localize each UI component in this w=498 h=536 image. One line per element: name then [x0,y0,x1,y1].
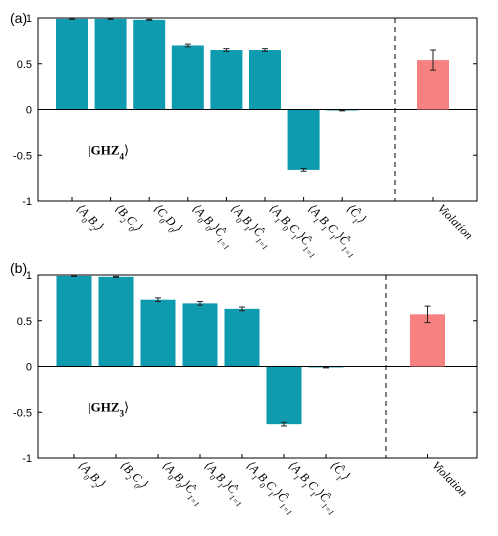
label-subscript: 1 [292,473,301,482]
y-tick-label: 0.5 [17,59,32,71]
bar [210,50,243,110]
label-subscript: 1 [278,501,287,510]
x-tick-label: ⟨Ĉ1⟩ [342,201,369,228]
label-subscript: 1 [300,481,309,490]
label-subscript: 1 [340,244,349,253]
label-subscript: 1 [242,224,251,233]
state-name: GHZ [91,399,120,414]
label-subscript: 1 [308,489,317,498]
bar [182,303,218,367]
violation-label: Violation [429,458,470,499]
label-subscript: 0 [281,224,290,233]
label-subscript: 0 [174,481,183,490]
y-tick-label: -1 [22,196,32,208]
x-tick-label: ⟨C0D0⟩ [149,201,185,237]
state-label: |GHZ3⟩ [88,399,129,418]
x-tick-label: ⟨B2C0⟩ [115,458,151,494]
label-subscript: 1 [216,236,225,245]
ket-close: ⟩ [124,399,129,414]
bar [140,299,176,367]
label-subscript: 0 [167,225,176,234]
label-subscript: 0 [196,216,205,225]
bar [98,276,134,367]
label-subscript: 0 [82,473,91,482]
label-subscript: 1 [351,216,360,225]
label-subscript: 1 [250,473,259,482]
bar [56,18,88,110]
label-subscript: 2 [90,481,99,490]
label-subscript: 0 [80,216,89,225]
x-tick-label: ⟨Ĉ1⟩ [325,458,352,485]
y-tick-label: 1 [26,13,32,25]
ket-open: | [88,399,91,414]
label-subscript: 1 [320,501,329,510]
label-subscript: 1 [186,493,195,502]
bar [266,366,302,425]
label-subscript: 0 [204,224,213,233]
label-subscript: 2 [88,224,97,233]
bar [249,50,281,110]
y-tick-label: -0.5 [13,407,32,419]
state-subscript: 3 [120,408,125,418]
x-tick-label: ⟨A0B2⟩ [71,201,106,236]
bar [56,275,92,367]
bar [224,308,260,367]
x-tick-label: ⟨A0B0⟩Ĉ1=1 [157,458,207,508]
label-subscript: 0 [158,216,167,225]
ket-open: | [88,142,91,157]
panel-label: (a) [10,10,27,26]
violation-label: Violation [435,201,476,242]
label-subscript: 1 [273,216,282,225]
bar [171,45,204,110]
y-tick-label: -0.5 [13,150,32,162]
y-tick-label: 0 [26,362,32,374]
panel-label: (b) [10,260,27,276]
bar [287,109,320,170]
state-label: |GHZ4⟩ [88,142,129,161]
label-subscript: 2 [119,216,128,225]
label-subscript: 1 [216,481,225,490]
label-subscript: 1 [228,493,237,502]
state-subscript: 4 [120,151,125,161]
panel-b: (b) -1 -0.5 0 0.5 1 ⟨A0B2⟩⟨B2C0⟩⟨A0B0⟩Ĉ1=1⟨A0B… [10,260,478,517]
label-subscript: 1 [266,489,275,498]
bar [94,18,127,110]
label-subscript: 1 [301,244,310,253]
y-tick-label: -1 [22,453,32,465]
label-subscript: 0 [132,481,141,490]
label-subscript: 1 [289,232,298,241]
y-tick-label: 1 [26,270,32,282]
label-subscript: 0 [208,473,217,482]
label-subscript: 1 [328,232,337,241]
label-subscript: 0 [166,473,175,482]
x-tick-label: ⟨B2C0⟩ [110,201,146,237]
y-tick-label: 0.5 [17,316,32,328]
x-tick-label: ⟨A0B2⟩ [73,458,108,493]
panel-a: (a)-1-0.500.51⟨A0B2⟩⟨B2C0⟩⟨C0D0⟩⟨A0B0⟩Ĉ1… [10,10,478,260]
label-subscript: 0 [127,224,136,233]
x-tick-label: ⟨A0B1⟩Ĉ1=1 [199,458,249,508]
bar [133,19,166,110]
label-subscript: 1 [254,236,263,245]
y-tick-label: 0 [26,105,32,117]
label-subscript: 0 [258,481,267,490]
label-subscript: 1 [312,216,321,225]
ket-close: ⟩ [124,142,129,157]
label-subscript: 0 [234,216,243,225]
label-subscript: 1 [334,473,343,482]
state-name: GHZ [91,142,120,157]
label-subscript: 2 [124,473,133,482]
label-subscript: 1 [320,224,329,233]
